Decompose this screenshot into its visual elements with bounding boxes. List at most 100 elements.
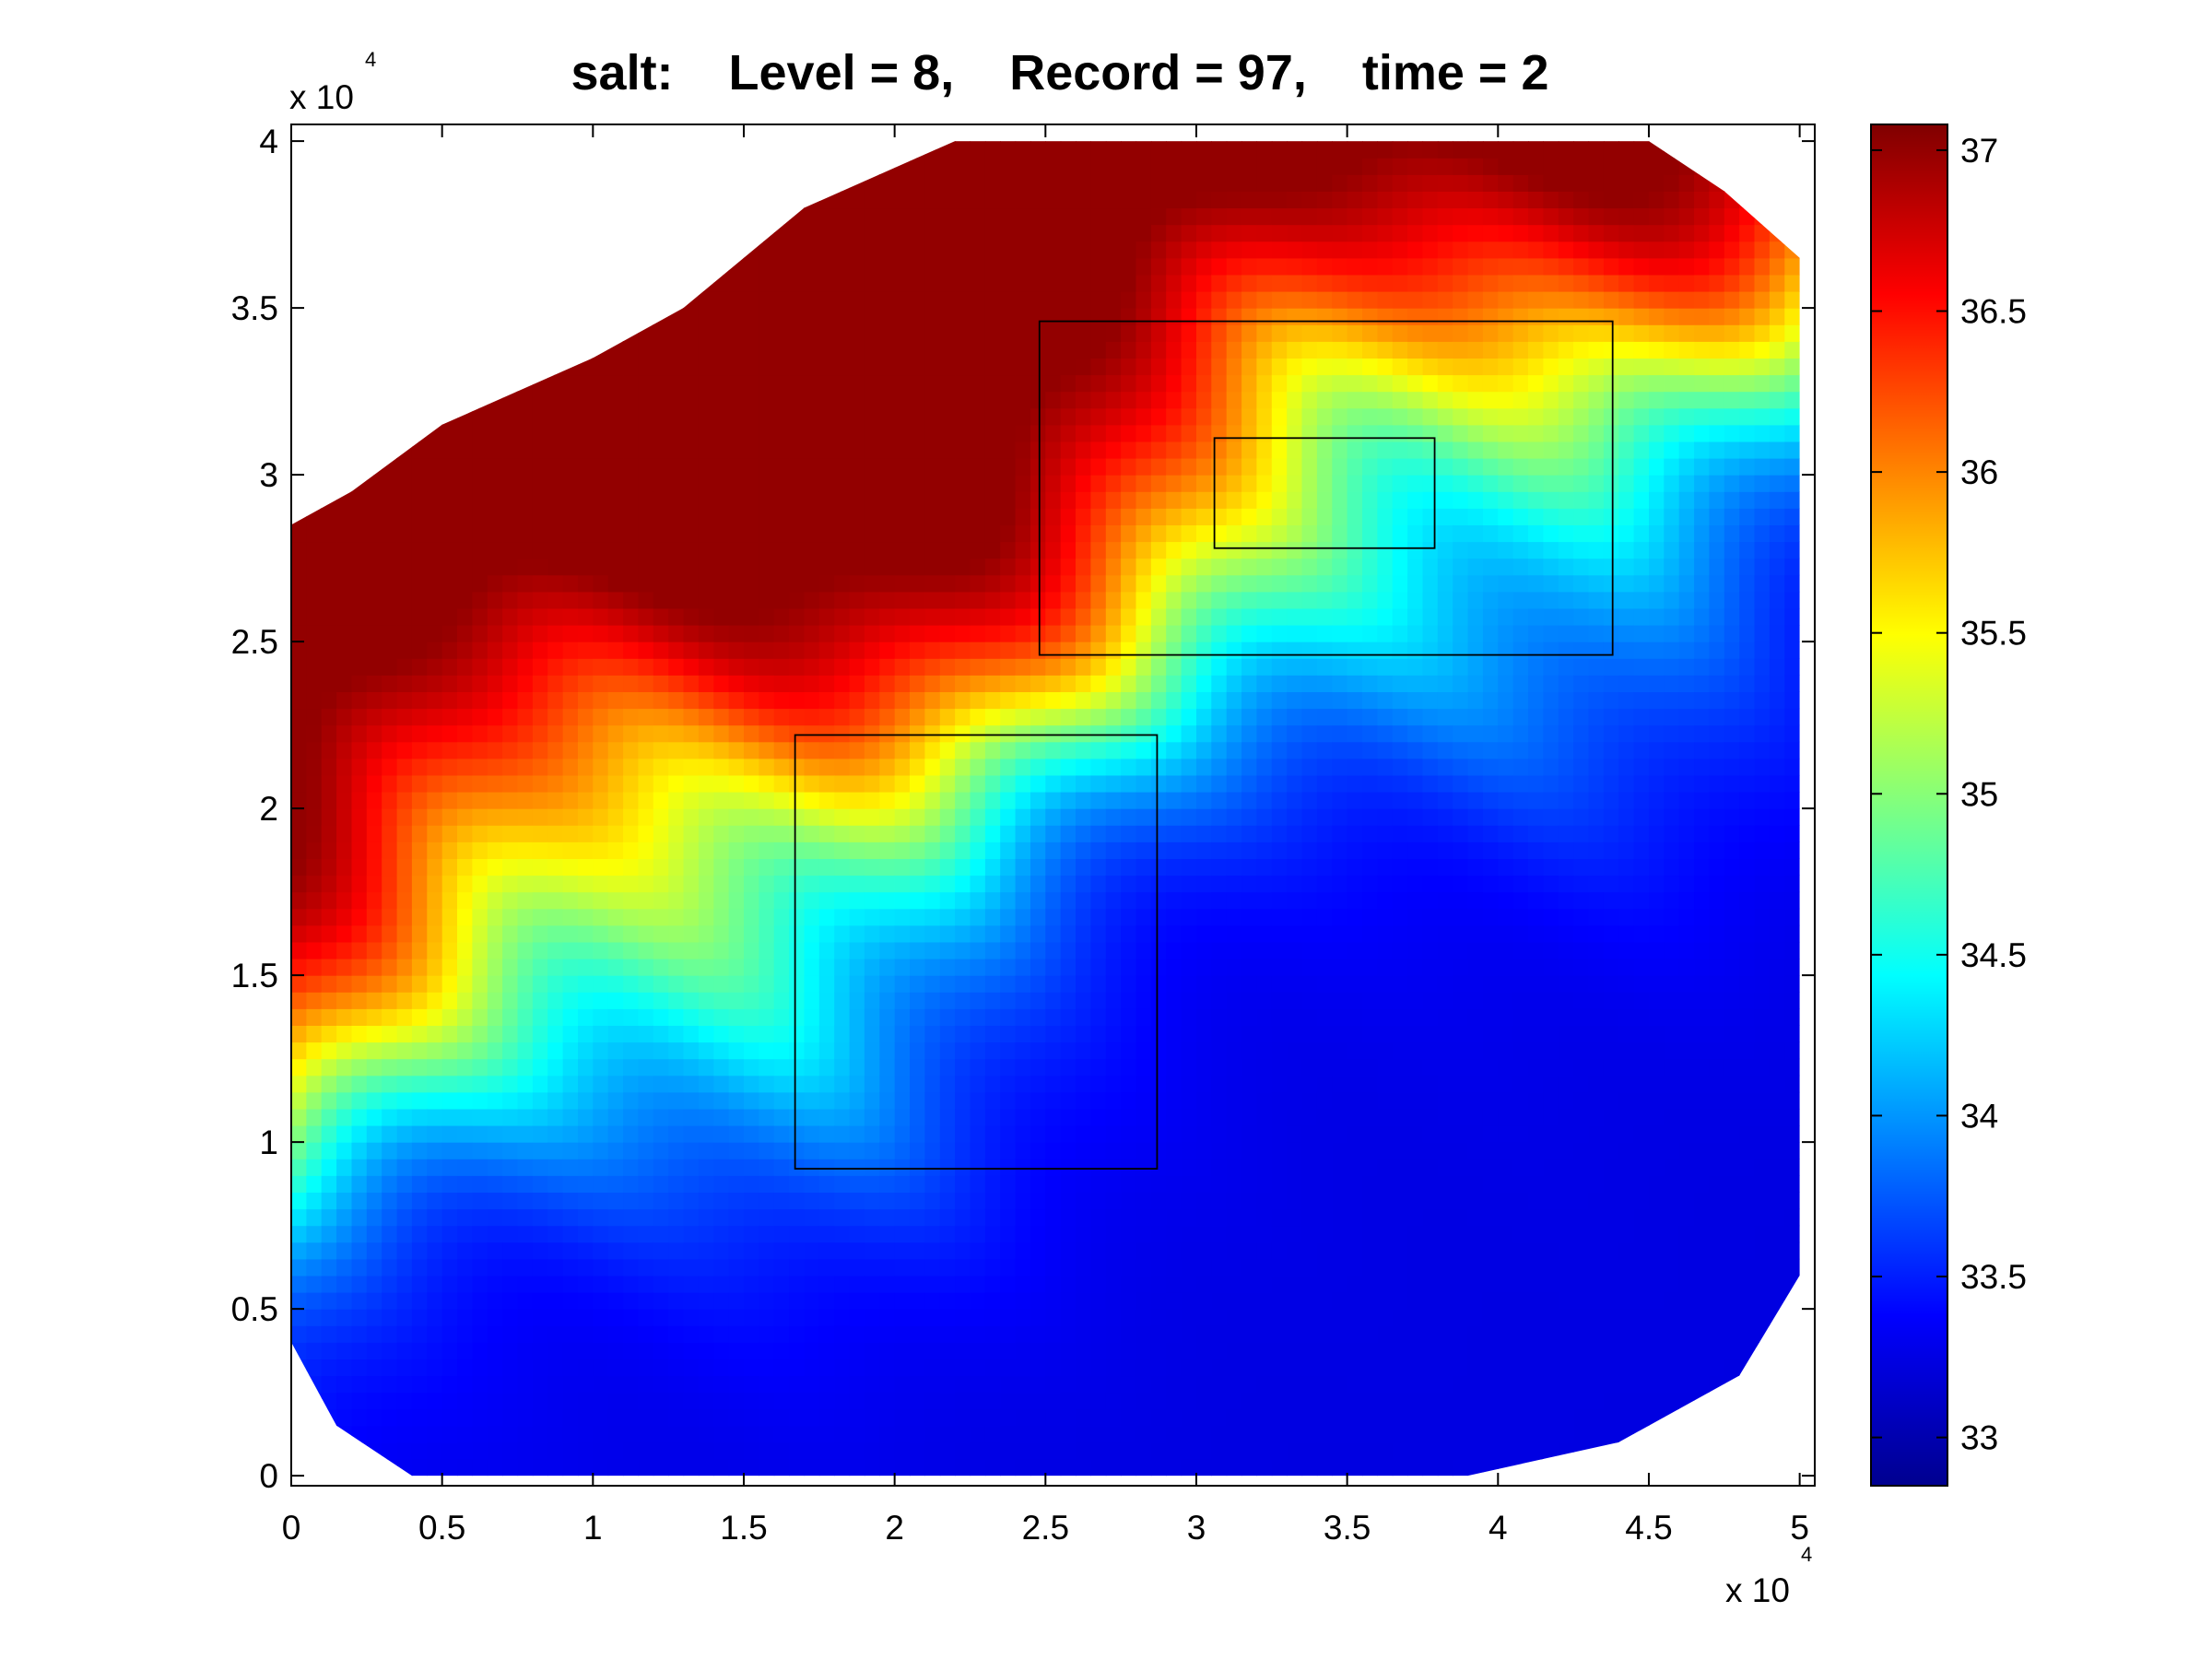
field-cell (1166, 1258, 1182, 1277)
field-cell (593, 224, 609, 242)
field-cell (1121, 274, 1137, 292)
field-cell (427, 508, 443, 525)
field-cell (1181, 908, 1197, 926)
field-cell (728, 475, 745, 492)
field-cell (472, 1375, 488, 1394)
field-cell (1030, 1241, 1046, 1260)
field-cell (773, 591, 790, 609)
field-cell (532, 1325, 548, 1343)
field-cell (593, 1225, 609, 1243)
field-cell (955, 708, 971, 726)
field-cell (713, 1225, 730, 1243)
field-cell (623, 607, 640, 626)
field-cell (427, 191, 443, 209)
field-cell (910, 625, 925, 642)
field-cell (1166, 825, 1182, 842)
field-cell (910, 207, 925, 226)
field-cell (713, 491, 730, 509)
field-cell (955, 358, 971, 376)
field-cell (849, 475, 865, 492)
field-cell (336, 959, 353, 976)
field-cell (321, 1008, 337, 1026)
field-cell (939, 1275, 956, 1293)
field-cell (1166, 959, 1182, 976)
field-cell (939, 1075, 956, 1093)
field-cell (970, 174, 986, 192)
field-cell (1105, 1258, 1122, 1277)
field-cell (1121, 1325, 1137, 1343)
field-cell (789, 858, 806, 877)
field-cell (818, 941, 835, 959)
field-cell (562, 792, 579, 809)
field-cell (457, 391, 473, 409)
field-cell (834, 1275, 851, 1293)
field-cell (984, 808, 1001, 826)
field-cell (984, 691, 1001, 710)
field-cell (411, 774, 428, 793)
field-cell (321, 158, 337, 175)
field-cell (834, 458, 851, 476)
field-cell (427, 658, 443, 676)
field-cell (789, 1192, 806, 1210)
field-cell (683, 591, 700, 609)
field-cell (668, 1208, 685, 1227)
field-cell (306, 574, 323, 593)
field-cell (834, 274, 851, 292)
field-cell (562, 691, 579, 710)
field-cell (759, 1192, 775, 1210)
field-cell (517, 1359, 534, 1377)
field-cell (623, 358, 640, 376)
field-cell (984, 207, 1001, 226)
field-cell (382, 724, 398, 743)
field-cell (1030, 257, 1046, 276)
field-cell (1196, 1041, 1212, 1060)
field-cell (607, 1192, 624, 1210)
field-cell (578, 341, 594, 359)
field-cell (1166, 1091, 1182, 1110)
field-cell (396, 441, 413, 459)
field-cell (1030, 391, 1046, 409)
field-cell (818, 407, 835, 426)
field-cell (532, 1375, 548, 1394)
field-cell (698, 391, 714, 409)
field-cell (457, 1075, 473, 1093)
field-cell (1060, 407, 1077, 426)
field-cell (441, 291, 458, 309)
field-cell (804, 591, 820, 609)
field-cell (773, 1258, 790, 1277)
field-cell (984, 1208, 1001, 1227)
field-cell (1000, 458, 1017, 476)
field-cell (623, 1392, 640, 1410)
field-cell (773, 1309, 790, 1326)
field-cell (1105, 1192, 1122, 1210)
field-cell (834, 1359, 851, 1377)
field-cell (487, 374, 503, 393)
field-cell (623, 1459, 640, 1477)
field-cell (291, 1159, 307, 1176)
field-cell (306, 691, 323, 710)
field-cell (1150, 458, 1167, 476)
field-cell (1181, 274, 1197, 292)
field-cell (1121, 941, 1137, 959)
field-cell (894, 992, 911, 1009)
field-cell (638, 241, 654, 259)
field-cell (623, 1125, 640, 1143)
field-cell (789, 341, 806, 359)
field-cell (1076, 875, 1091, 893)
field-cell (1166, 158, 1182, 175)
field-cell (1060, 174, 1077, 192)
field-cell (532, 1192, 548, 1210)
field-cell (532, 625, 548, 642)
field-cell (1105, 241, 1122, 259)
field-cell (698, 1208, 714, 1227)
field-cell (1015, 508, 1031, 525)
field-cell (1105, 1125, 1122, 1143)
field-cell (1090, 1459, 1107, 1477)
field-cell (517, 1309, 534, 1326)
field-cell (1030, 424, 1046, 442)
field-cell (955, 924, 971, 943)
field-cell (441, 758, 458, 776)
field-cell (1076, 675, 1091, 692)
field-cell (638, 708, 654, 726)
field-cell (894, 1292, 911, 1310)
